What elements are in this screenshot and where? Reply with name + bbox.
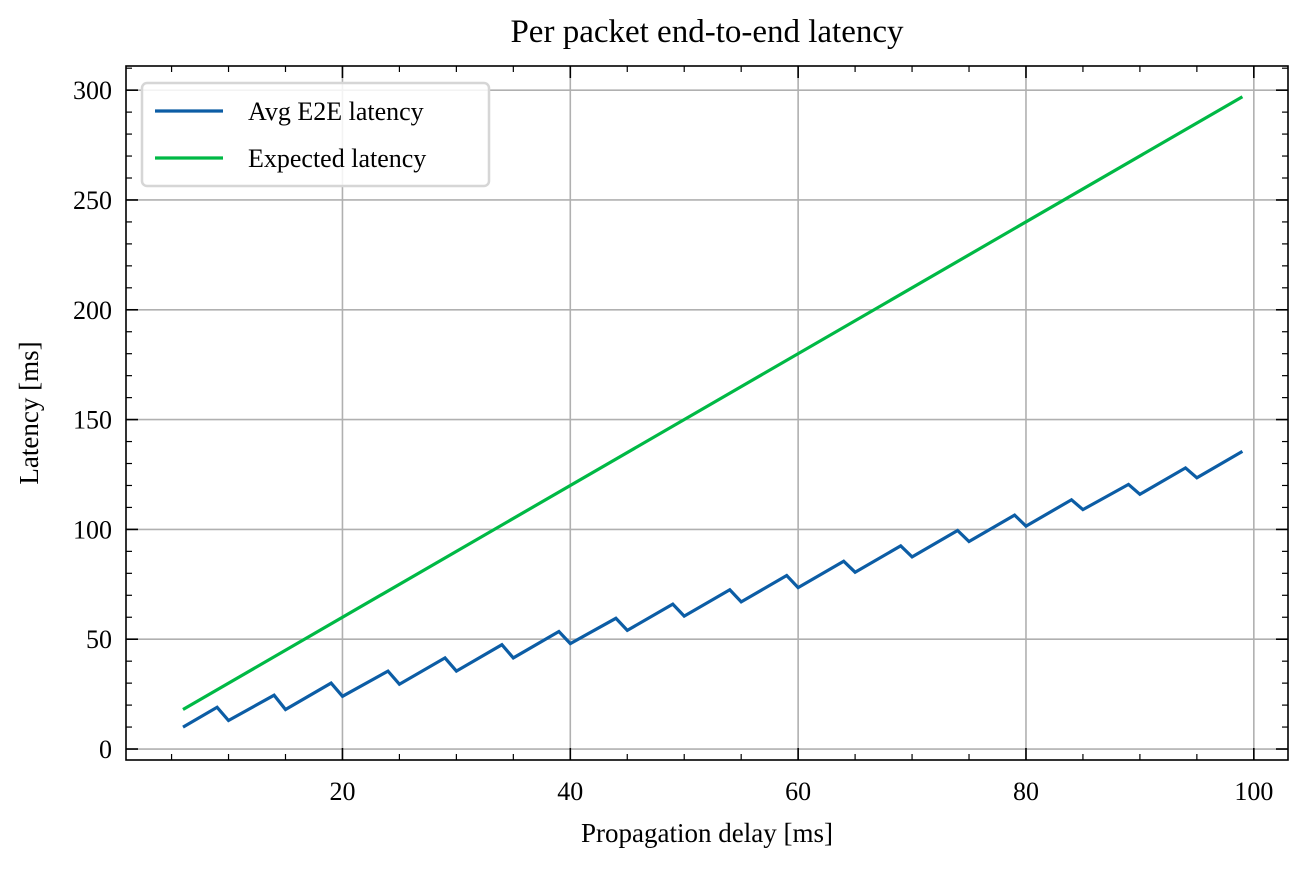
- x-tick-label: 100: [1234, 777, 1273, 806]
- chart-title: Per packet end-to-end latency: [510, 14, 904, 50]
- x-tick-label: 60: [785, 777, 811, 806]
- y-tick-label: 250: [73, 186, 112, 215]
- y-axis-label: Latency [ms]: [14, 341, 44, 484]
- legend-label: Expected latency: [248, 144, 426, 173]
- y-tick-label: 100: [73, 515, 112, 544]
- legend-label: Avg E2E latency: [248, 97, 424, 126]
- legend: Avg E2E latency Expected latency: [142, 83, 489, 186]
- y-tick-label: 200: [73, 296, 112, 325]
- x-tick-label: 80: [1013, 777, 1039, 806]
- y-tick-label: 300: [73, 76, 112, 105]
- y-tick-label: 0: [99, 735, 112, 764]
- x-tick-label: 40: [557, 777, 583, 806]
- x-tick-label: 20: [329, 777, 355, 806]
- y-tick-label: 150: [73, 406, 112, 435]
- y-tick-label: 50: [86, 625, 112, 654]
- x-axis-label: Propagation delay [ms]: [581, 818, 833, 848]
